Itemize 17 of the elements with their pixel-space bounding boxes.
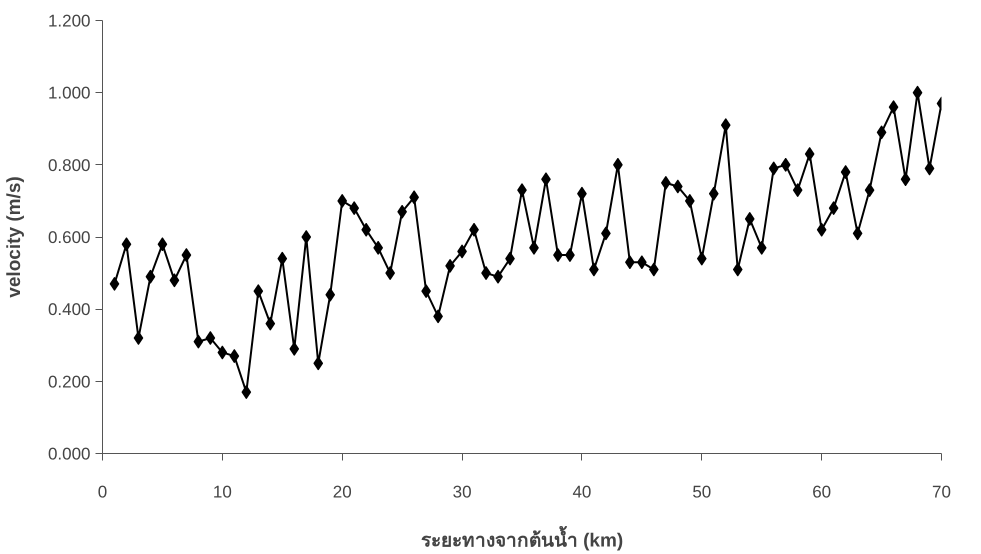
x-axis-title: ระยะทางจากต้นน้ำ (km) xyxy=(420,526,624,552)
y-axis-title: velocity (m/s) xyxy=(4,176,25,298)
y-tick-label: 0.200 xyxy=(48,372,91,392)
x-tick-label: 60 xyxy=(812,482,832,502)
x-tick-label: 40 xyxy=(572,482,592,502)
x-tick-label: 10 xyxy=(212,482,232,502)
y-tick-label: 1.000 xyxy=(48,84,91,103)
x-tick-label: 20 xyxy=(332,482,352,502)
x-tick-label: 50 xyxy=(692,482,712,502)
y-tick-label: 0.600 xyxy=(48,228,91,247)
x-tick-label: 30 xyxy=(452,482,472,502)
y-tick-label: 0.000 xyxy=(48,444,91,464)
y-tick-label: 0.800 xyxy=(48,156,91,175)
x-tick-label: 0 xyxy=(98,482,108,502)
x-tick-label: 70 xyxy=(932,482,951,502)
y-tick-label: 0.400 xyxy=(48,300,91,320)
y-tick-label: 1.200 xyxy=(48,12,91,30)
